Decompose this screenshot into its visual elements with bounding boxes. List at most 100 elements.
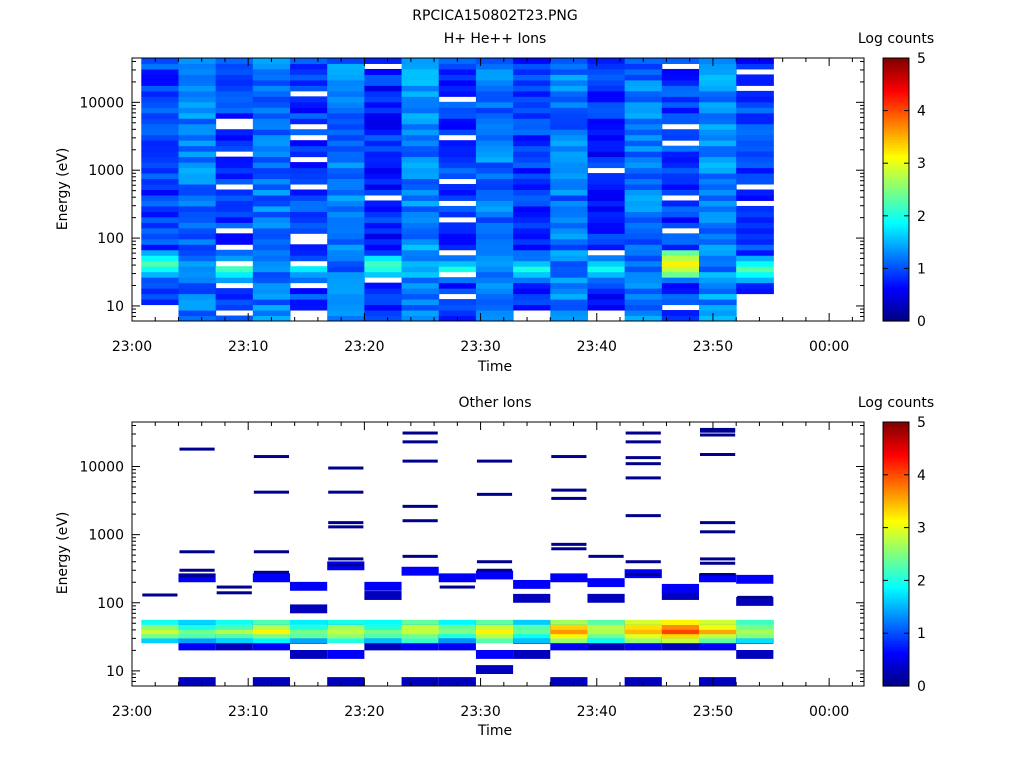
- heatmap-cell: [401, 624, 440, 630]
- heatmap-cell: [327, 140, 365, 147]
- heatmap-cell: [587, 641, 625, 651]
- heatmap-cell: [141, 299, 179, 306]
- heatmap-cell: [252, 145, 291, 152]
- heatmap-cell: [475, 162, 514, 169]
- colorbar-segment: [883, 73, 909, 78]
- heatmap-cell: [661, 222, 700, 229]
- colorbar-segment: [883, 310, 909, 314]
- heatmap-cell: [290, 266, 328, 273]
- heatmap-cell: [401, 167, 440, 174]
- heatmap-cell: [475, 629, 514, 635]
- heatmap-cell: [141, 85, 179, 92]
- heatmap-cell: [661, 112, 700, 119]
- heatmap-cell: [252, 293, 291, 300]
- heatmap-cell: [252, 255, 291, 262]
- colorbar-segment: [883, 113, 909, 117]
- colorbar-segment: [883, 197, 909, 201]
- heatmap-cell: [327, 310, 365, 317]
- heatmap-cell: [550, 619, 588, 625]
- heatmap-cell: [141, 96, 179, 103]
- heatmap-cell: [215, 107, 254, 114]
- heatmap-cell: [624, 184, 663, 190]
- heatmap-cell: [401, 638, 440, 644]
- colorbar-segment: [883, 163, 909, 167]
- heatmap-cell: [699, 222, 737, 229]
- count-line: [402, 504, 438, 508]
- heatmap-cell: [364, 624, 403, 630]
- heatmap-cell: [624, 173, 663, 180]
- heatmap-cell: [513, 107, 551, 114]
- heatmap-cell: [587, 118, 626, 125]
- colorbar-segment: [883, 664, 909, 669]
- heatmap-cell: [699, 293, 737, 300]
- colorbar-segment: [883, 511, 909, 515]
- heatmap-cell: [364, 184, 403, 190]
- colorbar-segment: [883, 464, 909, 468]
- heatmap-cell: [290, 112, 328, 119]
- heatmap-cell: [624, 167, 663, 174]
- heatmap-cell: [587, 619, 626, 625]
- heatmap-cell: [290, 216, 328, 223]
- heatmap-cell: [178, 227, 217, 234]
- colorbar-segment: [883, 155, 909, 159]
- heatmap-cell: [252, 194, 291, 201]
- heatmap-cell: [624, 162, 663, 169]
- heatmap-cell: [215, 134, 254, 141]
- colorbar-segment: [883, 244, 909, 248]
- heatmap-cell: [401, 641, 439, 651]
- heatmap-cell: [364, 227, 403, 234]
- heatmap-cell: [290, 151, 328, 158]
- heatmap-cell: [401, 566, 439, 576]
- heatmap-cell: [624, 233, 663, 240]
- heatmap-cell: [401, 178, 440, 185]
- heatmap-cell: [141, 134, 179, 141]
- heatmap-cell: [587, 129, 626, 136]
- colorbar-segment: [883, 659, 909, 663]
- colorbar-segment: [883, 147, 909, 151]
- heatmap-cell: [587, 593, 625, 603]
- heatmap-cell: [327, 101, 365, 108]
- heatmap-cell: [587, 282, 626, 289]
- colorbar-segment: [883, 656, 909, 661]
- heatmap-cell: [736, 167, 774, 174]
- heatmap-cell: [587, 288, 626, 295]
- heatmap-cell: [624, 194, 663, 201]
- heatmap-cell: [178, 619, 217, 625]
- count-line: [625, 572, 661, 576]
- colorbar-segment: [883, 218, 909, 222]
- colorbar-segment: [883, 292, 909, 296]
- heatmap-cell: [661, 151, 700, 158]
- heatmap-cell: [141, 271, 179, 278]
- count-line: [328, 563, 364, 567]
- heatmap-cell: [215, 156, 254, 163]
- heatmap-cell: [327, 96, 365, 103]
- heatmap-cell: [736, 140, 774, 147]
- heatmap-cell: [364, 244, 403, 251]
- heatmap-cell: [401, 222, 440, 229]
- heatmap-cell: [252, 200, 291, 207]
- figure-title: RPCICA150802T23.PNG: [412, 8, 577, 24]
- colorbar-segment: [883, 318, 909, 322]
- x-tick-label: 23:40: [577, 704, 617, 720]
- heatmap-cell: [699, 271, 737, 278]
- heatmap-cell: [513, 85, 551, 92]
- heatmap-cell: [550, 90, 588, 97]
- colorbar-segment: [883, 514, 909, 518]
- heatmap-cell: [550, 63, 588, 70]
- heatmap-cell: [513, 156, 551, 163]
- heatmap-cell: [327, 266, 365, 273]
- heatmap-cell: [699, 249, 737, 256]
- heatmap-cell: [252, 140, 291, 147]
- colorbar-segment: [883, 205, 909, 209]
- heatmap-cell: [327, 58, 365, 64]
- colorbar-segment: [883, 297, 909, 301]
- colorbar-segment: [883, 472, 909, 476]
- heatmap-cell: [364, 249, 403, 256]
- heatmap-cell: [513, 238, 551, 245]
- heatmap-cell: [550, 58, 588, 64]
- heatmap-cell: [290, 293, 328, 300]
- heatmap-cell: [252, 641, 291, 651]
- heatmap-cell: [401, 238, 440, 245]
- heatmap-cell: [178, 277, 217, 284]
- heatmap-cell: [699, 619, 737, 625]
